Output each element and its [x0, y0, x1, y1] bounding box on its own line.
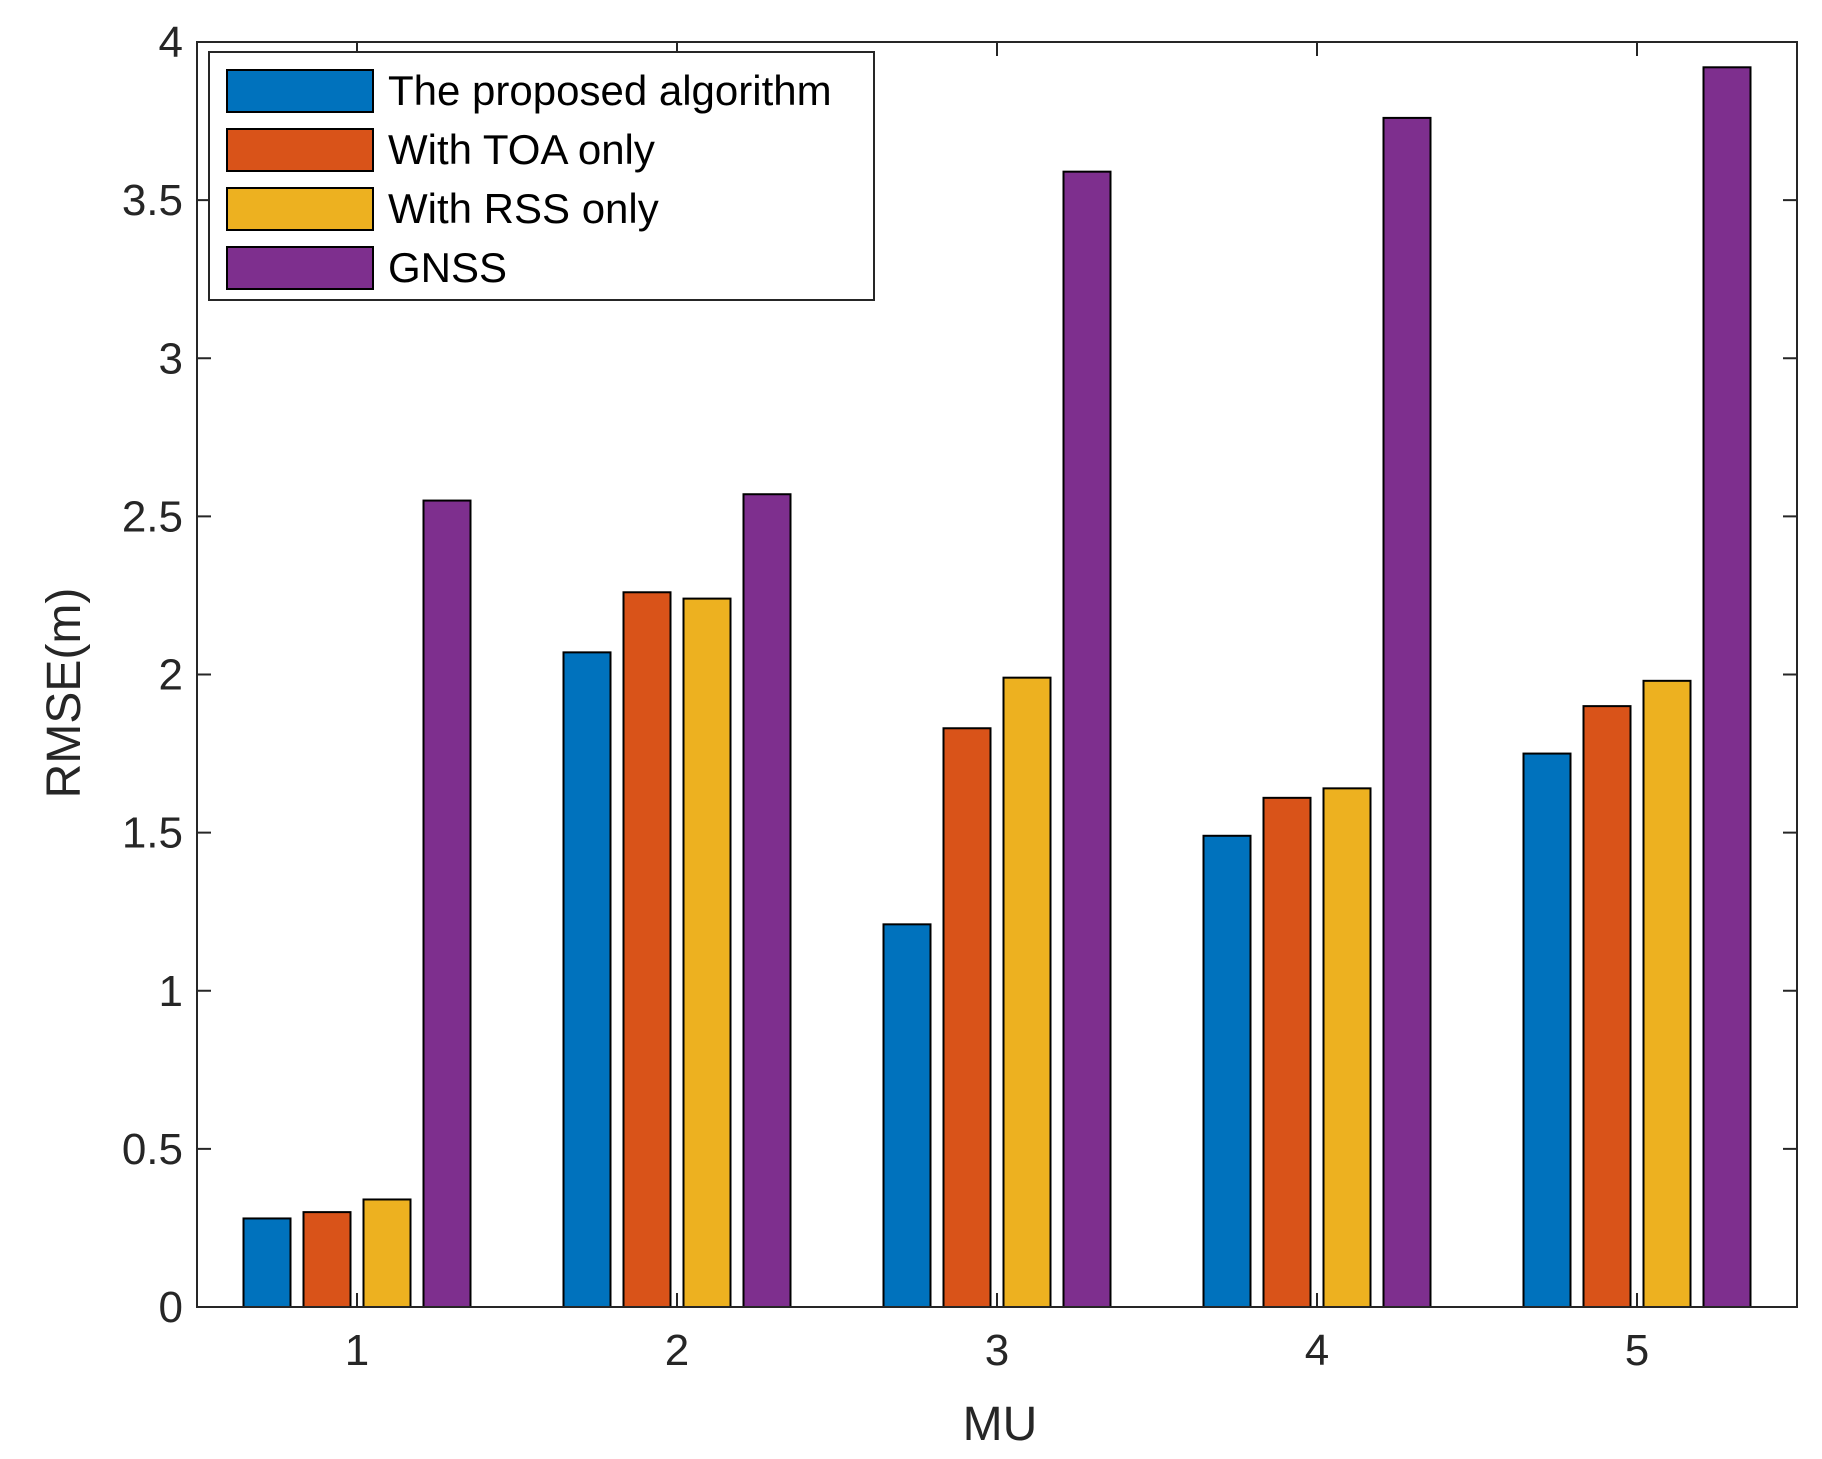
bar-the-proposed-algorithm-mu-3: [882, 923, 932, 1309]
legend-label-proposed: The proposed algorithm: [388, 67, 832, 114]
x-tick-label: 5: [1625, 1326, 1649, 1375]
legend-label-rss: With RSS only: [388, 185, 659, 232]
bar-with-toa-only-mu-3: [942, 727, 992, 1308]
bar-with-toa-only-mu-5: [1582, 705, 1632, 1308]
x-tick-label: 4: [1305, 1326, 1329, 1375]
bar-gnss-mu-5: [1702, 66, 1752, 1308]
bar-gnss-mu-4: [1382, 116, 1432, 1308]
bar-the-proposed-algorithm-mu-5: [1522, 752, 1572, 1308]
bar-with-toa-only-mu-4: [1262, 796, 1312, 1309]
bar-with-rss-only-mu-5: [1642, 679, 1692, 1308]
y-tick-label: 0: [159, 1283, 183, 1332]
bar-with-toa-only-mu-2: [622, 591, 672, 1308]
bar-gnss-mu-1: [422, 499, 472, 1308]
bar-with-rss-only-mu-3: [1002, 676, 1052, 1308]
legend-swatch-rss: [226, 187, 374, 231]
legend-swatch-proposed: [226, 69, 374, 113]
bar-with-rss-only-mu-1: [362, 1198, 412, 1308]
y-tick-label: 4: [159, 18, 183, 67]
bars-layer: [242, 66, 1752, 1309]
y-tick-label: 2: [159, 651, 183, 700]
bar-the-proposed-algorithm-mu-1: [242, 1217, 292, 1308]
bar-with-rss-only-mu-4: [1322, 787, 1372, 1308]
y-tick-label: 0.5: [122, 1125, 183, 1174]
bar-the-proposed-algorithm-mu-4: [1202, 834, 1252, 1308]
y-tick-label: 2.5: [122, 492, 183, 541]
legend-entry-rss: With RSS only: [226, 185, 659, 232]
legend-swatch-toa: [226, 128, 374, 172]
legend-swatch-gnss: [226, 246, 374, 290]
x-tick-label: 2: [665, 1326, 689, 1375]
y-tick-label: 3: [159, 334, 183, 383]
bar-gnss-mu-2: [742, 493, 792, 1308]
bar-with-rss-only-mu-2: [682, 597, 732, 1308]
bar-the-proposed-algorithm-mu-2: [562, 651, 612, 1308]
legend-label-gnss: GNSS: [388, 244, 507, 291]
x-axis-title: MU: [963, 1398, 1038, 1451]
legend: The proposed algorithm With TOA only Wit…: [208, 51, 875, 301]
x-tick-label: 3: [985, 1326, 1009, 1375]
bar-gnss-mu-3: [1062, 170, 1112, 1309]
legend-entry-toa: With TOA only: [226, 126, 655, 173]
legend-entry-gnss: GNSS: [226, 244, 507, 291]
y-tick-label: 1: [159, 967, 183, 1016]
y-tick-label: 3.5: [122, 176, 183, 225]
bar-with-toa-only-mu-1: [302, 1211, 352, 1308]
y-axis-title: RMSE(m): [38, 588, 91, 799]
legend-entry-proposed: The proposed algorithm: [226, 67, 832, 114]
y-tick-label: 1.5: [122, 809, 183, 858]
x-tick-label: 1: [345, 1326, 369, 1375]
legend-label-toa: With TOA only: [388, 126, 655, 173]
